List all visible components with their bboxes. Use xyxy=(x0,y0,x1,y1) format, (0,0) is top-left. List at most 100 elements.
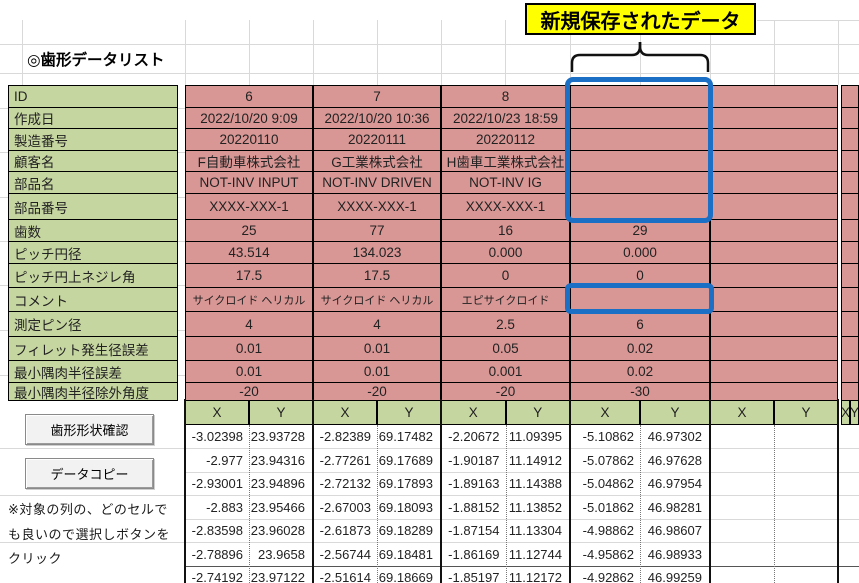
coord-x-col2-row0[interactable]: -2.20672 xyxy=(448,429,500,445)
coord-x-col4-row5[interactable] xyxy=(710,543,772,567)
cell-col4-row9[interactable] xyxy=(710,287,838,312)
xy-header-x-col5[interactable]: X xyxy=(841,400,850,425)
coord-y-col0-row3[interactable]: 23.95466 xyxy=(250,499,305,515)
row-header-12[interactable]: 最小隅肉半径誤差 xyxy=(8,360,178,383)
coord-y-col0-row5[interactable]: 23.9658 xyxy=(258,546,305,562)
cell-col4-row3[interactable] xyxy=(710,150,838,172)
cell-col2-row6[interactable]: 16 xyxy=(441,219,570,242)
coord-x-col4-row2[interactable] xyxy=(710,472,772,496)
coord-y-col4-row3[interactable] xyxy=(774,496,834,520)
coord-y-col0-row6[interactable]: 23.97122 xyxy=(250,570,305,583)
coord-x-col0-row4[interactable]: -2.83598 xyxy=(191,523,243,539)
coord-x-col1-row5[interactable]: -2.56744 xyxy=(319,546,371,562)
row-header-4[interactable]: 部品名 xyxy=(8,171,178,194)
cell-col1-row8[interactable]: 17.5 xyxy=(313,263,441,288)
cell-col2-row4[interactable]: NOT-INV IG xyxy=(441,171,570,194)
cell-col4-row1[interactable] xyxy=(710,107,838,129)
coord-y-col4-row4[interactable] xyxy=(774,519,834,543)
coord-y-col2-row1[interactable]: 11.14912 xyxy=(508,452,562,468)
cell-col3-row13[interactable]: -30 xyxy=(570,382,710,401)
coord-y-col4-row2[interactable] xyxy=(774,472,834,496)
cell-col1-row13[interactable]: -20 xyxy=(313,382,441,401)
coord-x-col3-row4[interactable]: -4.98862 xyxy=(582,523,634,539)
cell-col2-row5[interactable]: XXXX-XXX-1 xyxy=(441,193,570,220)
cell-col0-row11[interactable]: 0.01 xyxy=(185,336,313,361)
cell-col2-row9[interactable]: エピサイクロイド xyxy=(441,287,570,312)
cell-col5-row11[interactable] xyxy=(841,336,859,361)
row-header-6[interactable]: 歯数 xyxy=(8,219,178,242)
xy-header-x-col4[interactable]: X xyxy=(710,400,774,425)
coord-x-col4-row3[interactable] xyxy=(710,496,772,520)
row-header-3[interactable]: 顧客名 xyxy=(8,150,178,172)
cell-col5-row4[interactable] xyxy=(841,171,859,194)
cell-col0-row8[interactable]: 17.5 xyxy=(185,263,313,288)
coord-x-col4-row4[interactable] xyxy=(710,519,772,543)
cell-col0-row4[interactable]: NOT-INV INPUT xyxy=(185,171,313,194)
xy-header-y-col0[interactable]: Y xyxy=(249,400,313,425)
coord-y-col0-row2[interactable]: 23.94896 xyxy=(250,476,305,492)
cell-col4-row2[interactable] xyxy=(710,128,838,151)
cell-col4-row11[interactable] xyxy=(710,336,838,361)
cell-col5-row3[interactable] xyxy=(841,150,859,172)
cell-col1-row12[interactable]: 0.01 xyxy=(313,360,441,383)
coord-x-col2-row2[interactable]: -1.89163 xyxy=(448,476,500,492)
cell-col3-row11[interactable]: 0.02 xyxy=(570,336,710,361)
cell-col0-row1[interactable]: 2022/10/20 9:09 xyxy=(185,107,313,129)
cell-col3-row5[interactable] xyxy=(570,193,710,220)
row-header-0[interactable]: ID xyxy=(8,85,178,108)
cell-col1-row10[interactable]: 4 xyxy=(313,311,441,337)
coord-y-col1-row5[interactable]: 69.18481 xyxy=(378,546,433,562)
cell-col5-row13[interactable] xyxy=(841,382,859,401)
coord-y-col3-row6[interactable]: 46.99259 xyxy=(647,570,702,583)
cell-col0-row3[interactable]: F自動車株式会社 xyxy=(185,150,313,172)
coord-x-col0-row1[interactable]: -2.977 xyxy=(206,452,243,468)
cell-col5-row1[interactable] xyxy=(841,107,859,129)
coord-x-col3-row2[interactable]: -5.04862 xyxy=(582,476,634,492)
coord-y-col2-row5[interactable]: 11.12744 xyxy=(508,546,562,562)
row-header-1[interactable]: 作成日 xyxy=(8,107,178,129)
coord-y-col1-row0[interactable]: 69.17482 xyxy=(378,429,433,445)
cell-col1-row1[interactable]: 2022/10/20 10:36 xyxy=(313,107,441,129)
cell-col4-row12[interactable] xyxy=(710,360,838,383)
cell-col1-row4[interactable]: NOT-INV DRIVEN xyxy=(313,171,441,194)
cell-col2-row3[interactable]: H歯車工業株式会社 xyxy=(441,150,570,172)
cell-col0-row5[interactable]: XXXX-XXX-1 xyxy=(185,193,313,220)
coord-x-col4-row0[interactable] xyxy=(710,425,772,449)
coord-x-col2-row3[interactable]: -1.88152 xyxy=(448,499,500,515)
row-header-8[interactable]: ピッチ円上ネジレ角 xyxy=(8,263,178,288)
xy-header-y-col5[interactable]: Y xyxy=(850,400,859,425)
coord-x-col1-row6[interactable]: -2.51614 xyxy=(319,570,371,583)
cell-col4-row13[interactable] xyxy=(710,382,838,401)
cell-col1-row7[interactable]: 134.023 xyxy=(313,241,441,264)
coord-x-col1-row3[interactable]: -2.67003 xyxy=(319,499,371,515)
cell-col4-row5[interactable] xyxy=(710,193,838,220)
cell-col1-row2[interactable]: 20220111 xyxy=(313,128,441,151)
copy-data-button[interactable]: データコピー xyxy=(25,458,154,489)
cell-col0-row2[interactable]: 20220110 xyxy=(185,128,313,151)
coord-y-col3-row1[interactable]: 46.97628 xyxy=(647,452,702,468)
cell-col0-row6[interactable]: 25 xyxy=(185,219,313,242)
cell-col1-row9[interactable]: サイクロイド ヘリカル xyxy=(313,287,441,312)
cell-col1-row3[interactable]: G工業株式会社 xyxy=(313,150,441,172)
row-header-10[interactable]: 測定ピン径 xyxy=(8,311,178,337)
cell-col4-row6[interactable] xyxy=(710,219,838,242)
cell-col1-row11[interactable]: 0.01 xyxy=(313,336,441,361)
cell-col2-row0[interactable]: 8 xyxy=(441,85,570,108)
coord-y-col1-row2[interactable]: 69.17893 xyxy=(378,476,433,492)
cell-col4-row7[interactable] xyxy=(710,241,838,264)
cell-col1-row6[interactable]: 77 xyxy=(313,219,441,242)
coord-y-col4-row0[interactable] xyxy=(774,425,834,449)
cell-col5-row5[interactable] xyxy=(841,193,859,220)
cell-col3-row12[interactable]: 0.02 xyxy=(570,360,710,383)
cell-col1-row0[interactable]: 7 xyxy=(313,85,441,108)
cell-col1-row5[interactable]: XXXX-XXX-1 xyxy=(313,193,441,220)
xy-header-x-col2[interactable]: X xyxy=(441,400,506,425)
coord-x-col0-row5[interactable]: -2.78896 xyxy=(191,546,243,562)
coord-x-col2-row4[interactable]: -1.87154 xyxy=(448,523,500,539)
coord-x-col0-row3[interactable]: -2.883 xyxy=(206,499,243,515)
cell-col5-row0[interactable] xyxy=(841,85,859,108)
coord-y-col0-row0[interactable]: 23.93728 xyxy=(250,429,305,445)
row-header-7[interactable]: ピッチ円径 xyxy=(8,241,178,264)
coord-y-col2-row6[interactable]: 11.12172 xyxy=(508,570,562,583)
coord-x-col3-row1[interactable]: -5.07862 xyxy=(582,452,634,468)
